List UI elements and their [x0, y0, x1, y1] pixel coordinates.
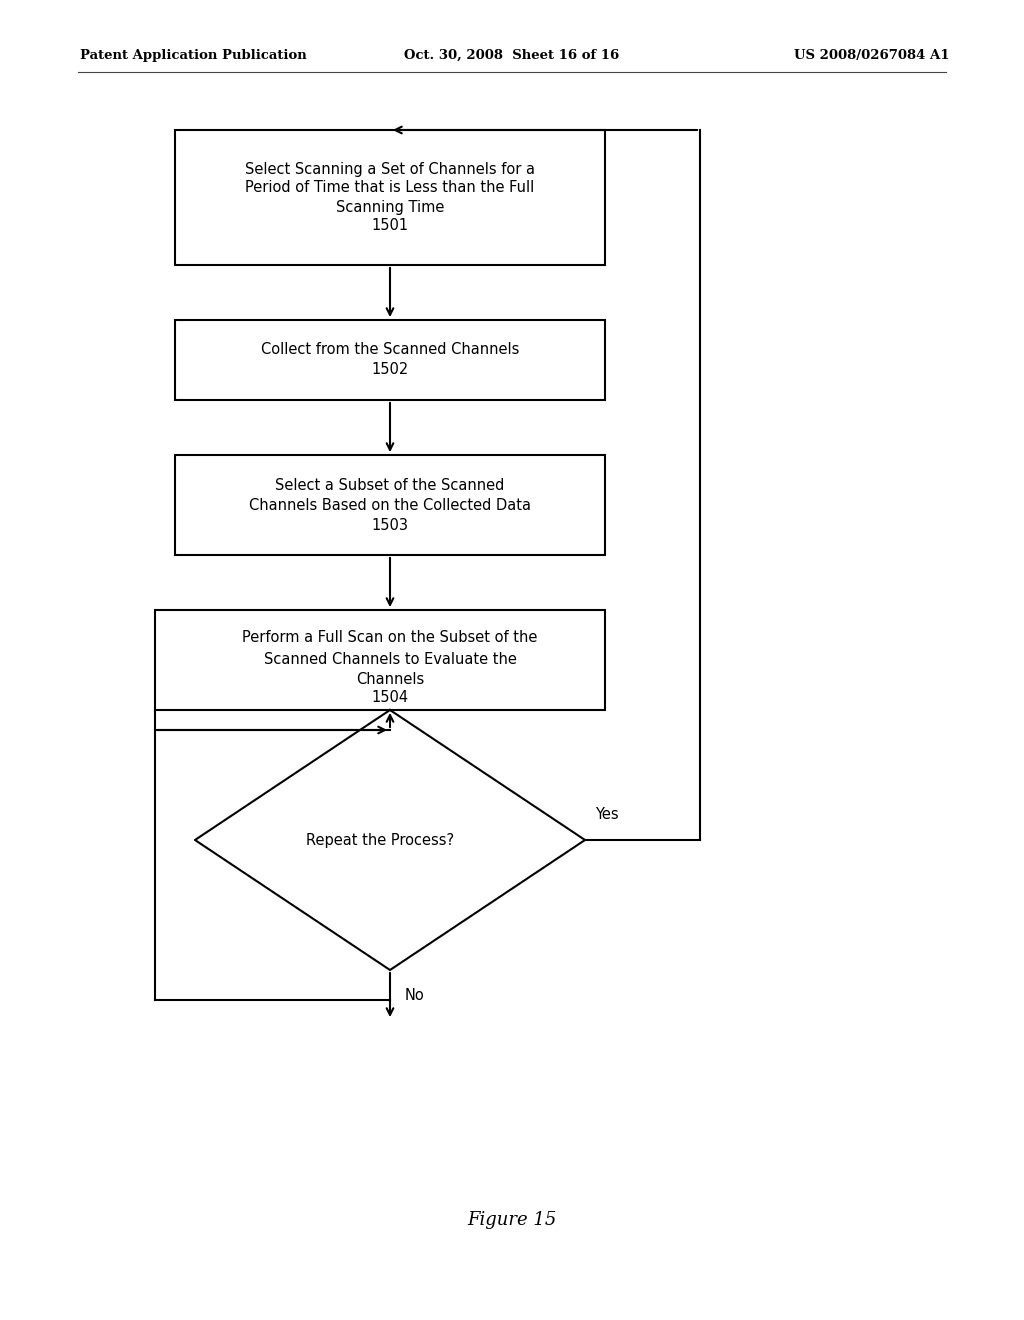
Text: US 2008/0267084 A1: US 2008/0267084 A1 [795, 49, 950, 62]
Text: Perform a Full Scan on the Subset of the: Perform a Full Scan on the Subset of the [243, 631, 538, 645]
Text: Figure 15: Figure 15 [467, 1210, 557, 1229]
Text: Channels Based on the Collected Data: Channels Based on the Collected Data [249, 498, 531, 512]
Text: Channels: Channels [356, 672, 424, 688]
Text: 1503: 1503 [372, 517, 409, 532]
Text: 1504: 1504 [372, 690, 409, 705]
Text: 1502: 1502 [372, 363, 409, 378]
Text: Yes: Yes [595, 807, 618, 822]
Text: Oct. 30, 2008  Sheet 16 of 16: Oct. 30, 2008 Sheet 16 of 16 [404, 49, 620, 62]
Text: Patent Application Publication: Patent Application Publication [80, 49, 307, 62]
Text: Repeat the Process?: Repeat the Process? [306, 833, 454, 847]
Text: Select Scanning a Set of Channels for a: Select Scanning a Set of Channels for a [245, 162, 535, 177]
Text: Period of Time that is Less than the Full: Period of Time that is Less than the Ful… [246, 180, 535, 195]
Text: Scanned Channels to Evaluate the: Scanned Channels to Evaluate the [263, 652, 516, 668]
Text: Select a Subset of the Scanned: Select a Subset of the Scanned [275, 478, 505, 492]
Text: No: No [406, 987, 425, 1003]
Text: Scanning Time: Scanning Time [336, 201, 444, 215]
Text: 1501: 1501 [372, 218, 409, 234]
Text: Collect from the Scanned Channels: Collect from the Scanned Channels [261, 342, 519, 358]
